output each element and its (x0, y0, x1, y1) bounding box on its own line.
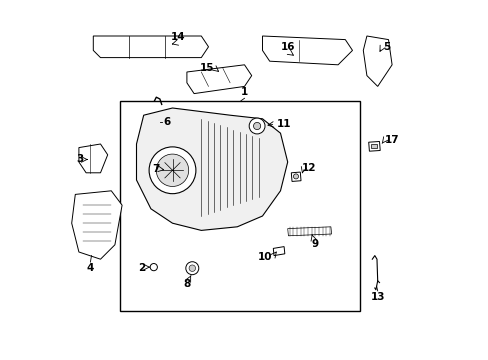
Polygon shape (291, 172, 301, 181)
Circle shape (149, 147, 196, 194)
Polygon shape (262, 36, 352, 65)
Polygon shape (287, 227, 331, 236)
Text: 14: 14 (170, 32, 185, 42)
Circle shape (249, 118, 264, 134)
Polygon shape (368, 141, 380, 151)
Text: 13: 13 (370, 292, 385, 302)
Polygon shape (186, 65, 251, 94)
Bar (120, 101, 359, 311)
Circle shape (156, 154, 188, 186)
Text: 1: 1 (241, 87, 247, 97)
Polygon shape (273, 247, 284, 256)
Text: 4: 4 (86, 263, 94, 273)
Text: 6: 6 (163, 117, 170, 127)
Text: 9: 9 (310, 239, 318, 249)
Text: 8: 8 (183, 279, 190, 289)
Text: 12: 12 (302, 163, 316, 174)
Polygon shape (136, 108, 287, 230)
Polygon shape (93, 36, 208, 58)
Text: 15: 15 (199, 63, 213, 73)
Text: 5: 5 (382, 42, 389, 52)
Text: 10: 10 (258, 252, 272, 262)
Circle shape (185, 262, 199, 275)
Polygon shape (79, 144, 107, 173)
Text: 7: 7 (152, 164, 160, 174)
Text: 16: 16 (281, 42, 295, 52)
Circle shape (253, 122, 260, 130)
Text: 2: 2 (138, 263, 145, 273)
Polygon shape (72, 191, 122, 259)
Circle shape (150, 264, 157, 271)
Text: 17: 17 (384, 135, 399, 145)
Text: 11: 11 (276, 119, 291, 129)
Polygon shape (363, 36, 391, 86)
Circle shape (189, 265, 195, 271)
Bar (370, 144, 376, 148)
Circle shape (293, 174, 298, 179)
Text: 3: 3 (76, 154, 83, 165)
